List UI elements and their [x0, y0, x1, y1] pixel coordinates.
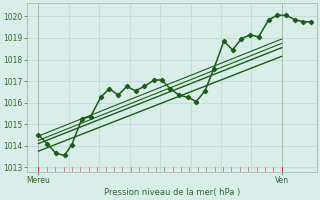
X-axis label: Pression niveau de la mer( hPa ): Pression niveau de la mer( hPa ) [104, 188, 240, 197]
